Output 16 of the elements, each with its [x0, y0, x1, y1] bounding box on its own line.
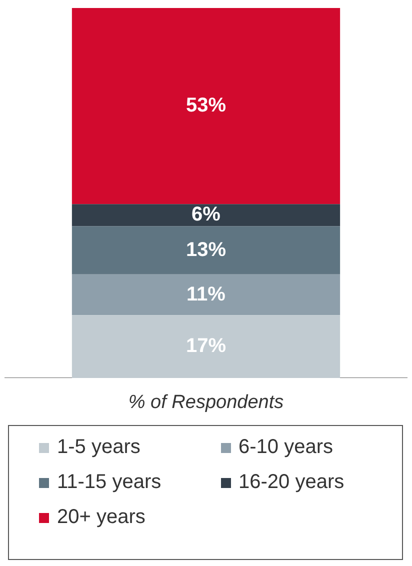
data-label: 53% — [186, 94, 226, 117]
legend-label: 1-5 years — [57, 436, 140, 459]
x-axis-title: % of Respondents — [127, 392, 285, 414]
bar — [72, 274, 340, 316]
bar — [72, 204, 340, 226]
data-label: 11% — [186, 283, 226, 306]
legend-label: 11-15 years — [57, 471, 162, 494]
bar — [72, 315, 340, 378]
data-label: 17% — [186, 335, 226, 358]
legend-label: 6-10 years — [238, 436, 333, 459]
bar — [72, 226, 340, 274]
legend-label: 20+ years — [57, 506, 146, 529]
data-label: 6% — [192, 204, 221, 226]
legend-label: 16-20 years — [238, 471, 344, 494]
bar — [72, 8, 340, 204]
data-label: 13% — [186, 238, 226, 261]
